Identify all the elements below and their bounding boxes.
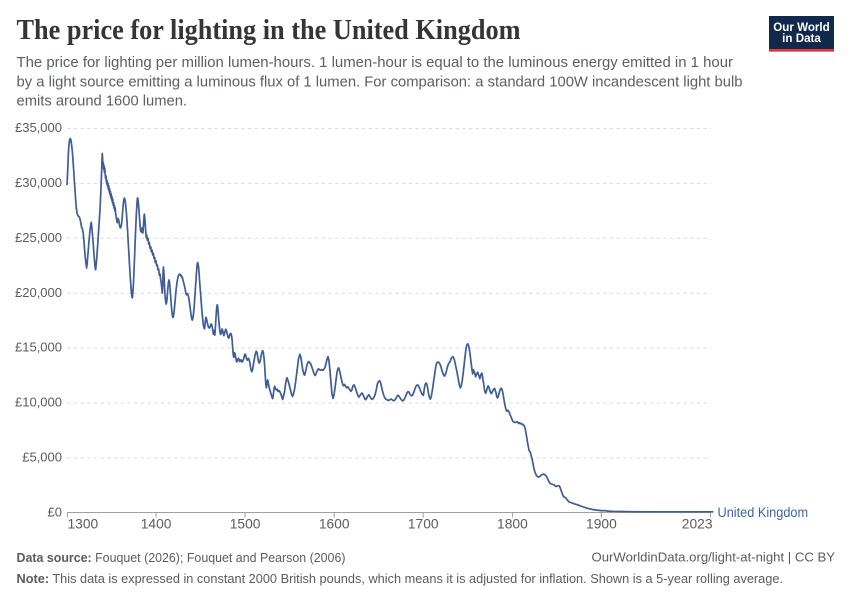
svg-text:United Kingdom: United Kingdom <box>718 505 809 520</box>
svg-text:£15,000: £15,000 <box>15 340 62 355</box>
svg-text:1700: 1700 <box>408 517 439 532</box>
svg-text:OurWorldinData.org/light-at-ni: OurWorldinData.org/light-at-night | CC B… <box>592 550 836 565</box>
svg-text:Note: This data is expressed i: Note: This data is expressed in constant… <box>17 571 784 586</box>
svg-text:1300: 1300 <box>68 517 99 532</box>
svg-text:The price for lighting per mil: The price for lighting per million lumen… <box>17 55 734 71</box>
svg-text:Data source: Fouquet (2026); F: Data source: Fouquet (2026); Fouquet and… <box>17 550 346 565</box>
svg-text:£5,000: £5,000 <box>22 450 62 465</box>
svg-text:emits around 1600 lumen.: emits around 1600 lumen. <box>17 94 188 110</box>
svg-text:£25,000: £25,000 <box>15 230 62 245</box>
svg-text:1900: 1900 <box>586 517 617 532</box>
svg-text:1800: 1800 <box>497 517 528 532</box>
svg-text:Our World: Our World <box>773 21 829 34</box>
svg-text:2023: 2023 <box>682 517 713 532</box>
svg-text:£10,000: £10,000 <box>15 395 62 410</box>
svg-text:£20,000: £20,000 <box>15 285 62 300</box>
svg-text:1400: 1400 <box>141 517 172 532</box>
svg-text:by a light source emitting a l: by a light source emitting a luminous fl… <box>17 74 743 90</box>
svg-text:1600: 1600 <box>319 517 350 532</box>
svg-text:£30,000: £30,000 <box>15 175 62 190</box>
svg-text:£35,000: £35,000 <box>15 120 62 135</box>
svg-text:The price for lighting in the: The price for lighting in the United Kin… <box>17 15 521 46</box>
svg-text:in Data: in Data <box>782 32 821 45</box>
svg-text:1500: 1500 <box>230 517 261 532</box>
svg-text:£0: £0 <box>48 504 62 519</box>
